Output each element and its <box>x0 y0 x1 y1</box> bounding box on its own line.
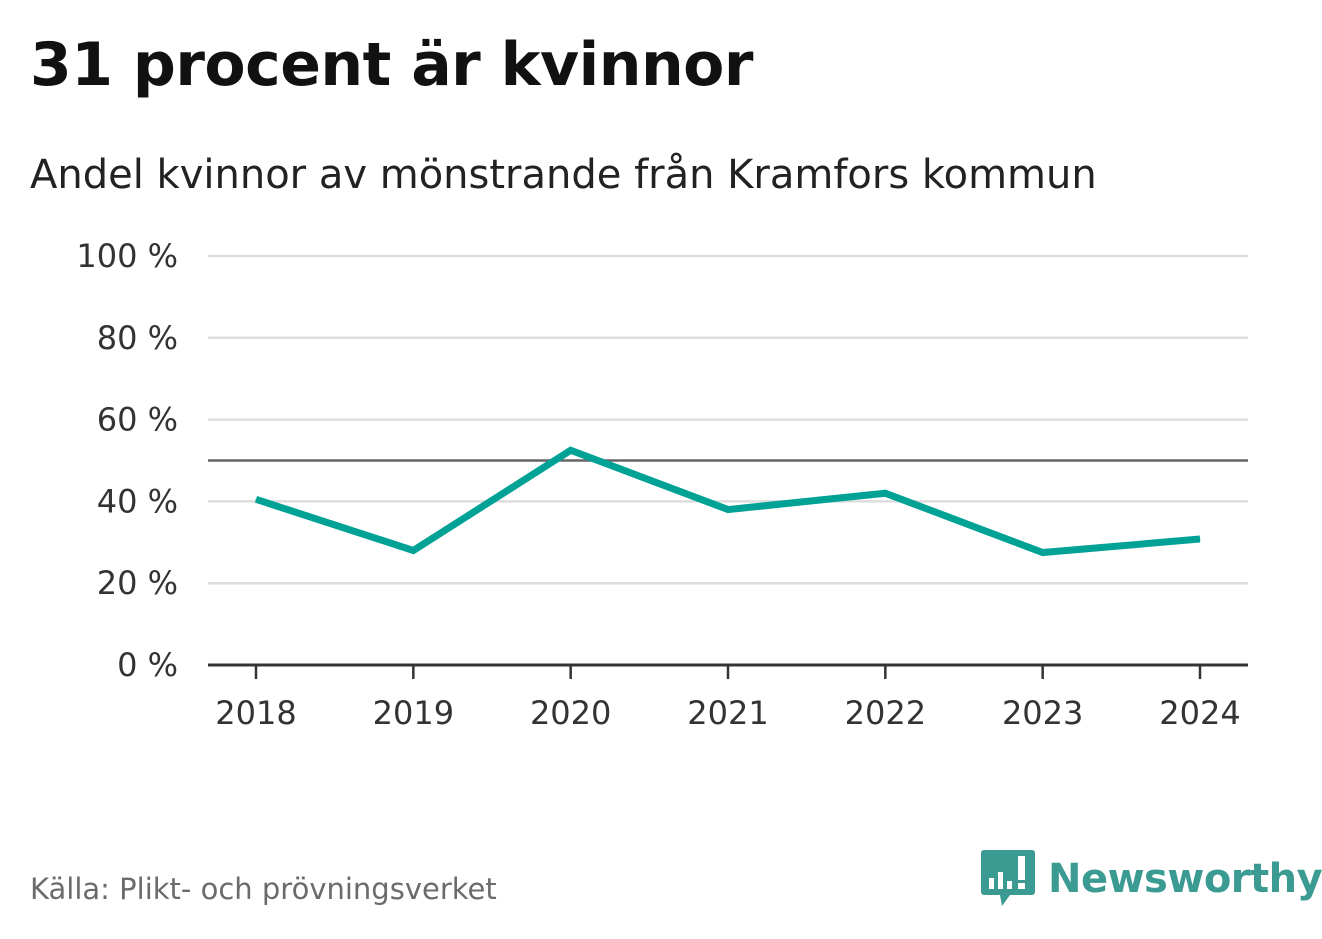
y-tick-label: 80 % <box>97 319 178 357</box>
y-tick-label: 100 % <box>76 237 178 275</box>
y-tick-label: 20 % <box>97 564 178 602</box>
data-point <box>412 549 414 551</box>
y-tick-label: 0 % <box>117 646 178 684</box>
x-tick-label: 2021 <box>687 694 768 732</box>
bar-chart-speech-bubble-icon <box>981 850 1035 906</box>
grid-lines <box>208 254 1248 585</box>
brand-logo: Newsworthy <box>980 848 1322 910</box>
brand-name: Newsworthy <box>1048 856 1322 902</box>
x-tick-label: 2019 <box>373 694 454 732</box>
series-group <box>254 446 1201 557</box>
y-tick-label: 60 % <box>97 401 178 439</box>
data-point <box>1042 552 1044 554</box>
source-note: Källa: Plikt- och prövningsverket <box>30 872 497 906</box>
x-tick-label: 2018 <box>215 694 296 732</box>
x-tick-label: 2023 <box>1002 694 1083 732</box>
y-tick-label: 40 % <box>97 482 178 520</box>
data-point <box>727 509 729 511</box>
line-chart: 0 % 20 % 40 % 60 % 80 % 100 % 2018 2019 2020 202… <box>76 237 1248 732</box>
chart-subtitle: Andel kvinnor av mönstrande från Kramfor… <box>30 152 1097 198</box>
y-axis-ticks: 0 % 20 % 40 % 60 % 80 % 100 % <box>76 237 178 684</box>
x-tick-label: 2024 <box>1159 694 1240 732</box>
x-tick-label: 2022 <box>845 694 926 732</box>
x-tick-label: 2020 <box>530 694 611 732</box>
data-point <box>570 449 572 451</box>
data-point <box>884 492 886 494</box>
data-point <box>255 498 257 500</box>
chart-title: 31 procent är kvinnor <box>30 30 753 100</box>
x-axis: 2018 2019 2020 2021 2022 2023 2024 <box>208 663 1248 732</box>
data-point <box>1199 538 1201 540</box>
